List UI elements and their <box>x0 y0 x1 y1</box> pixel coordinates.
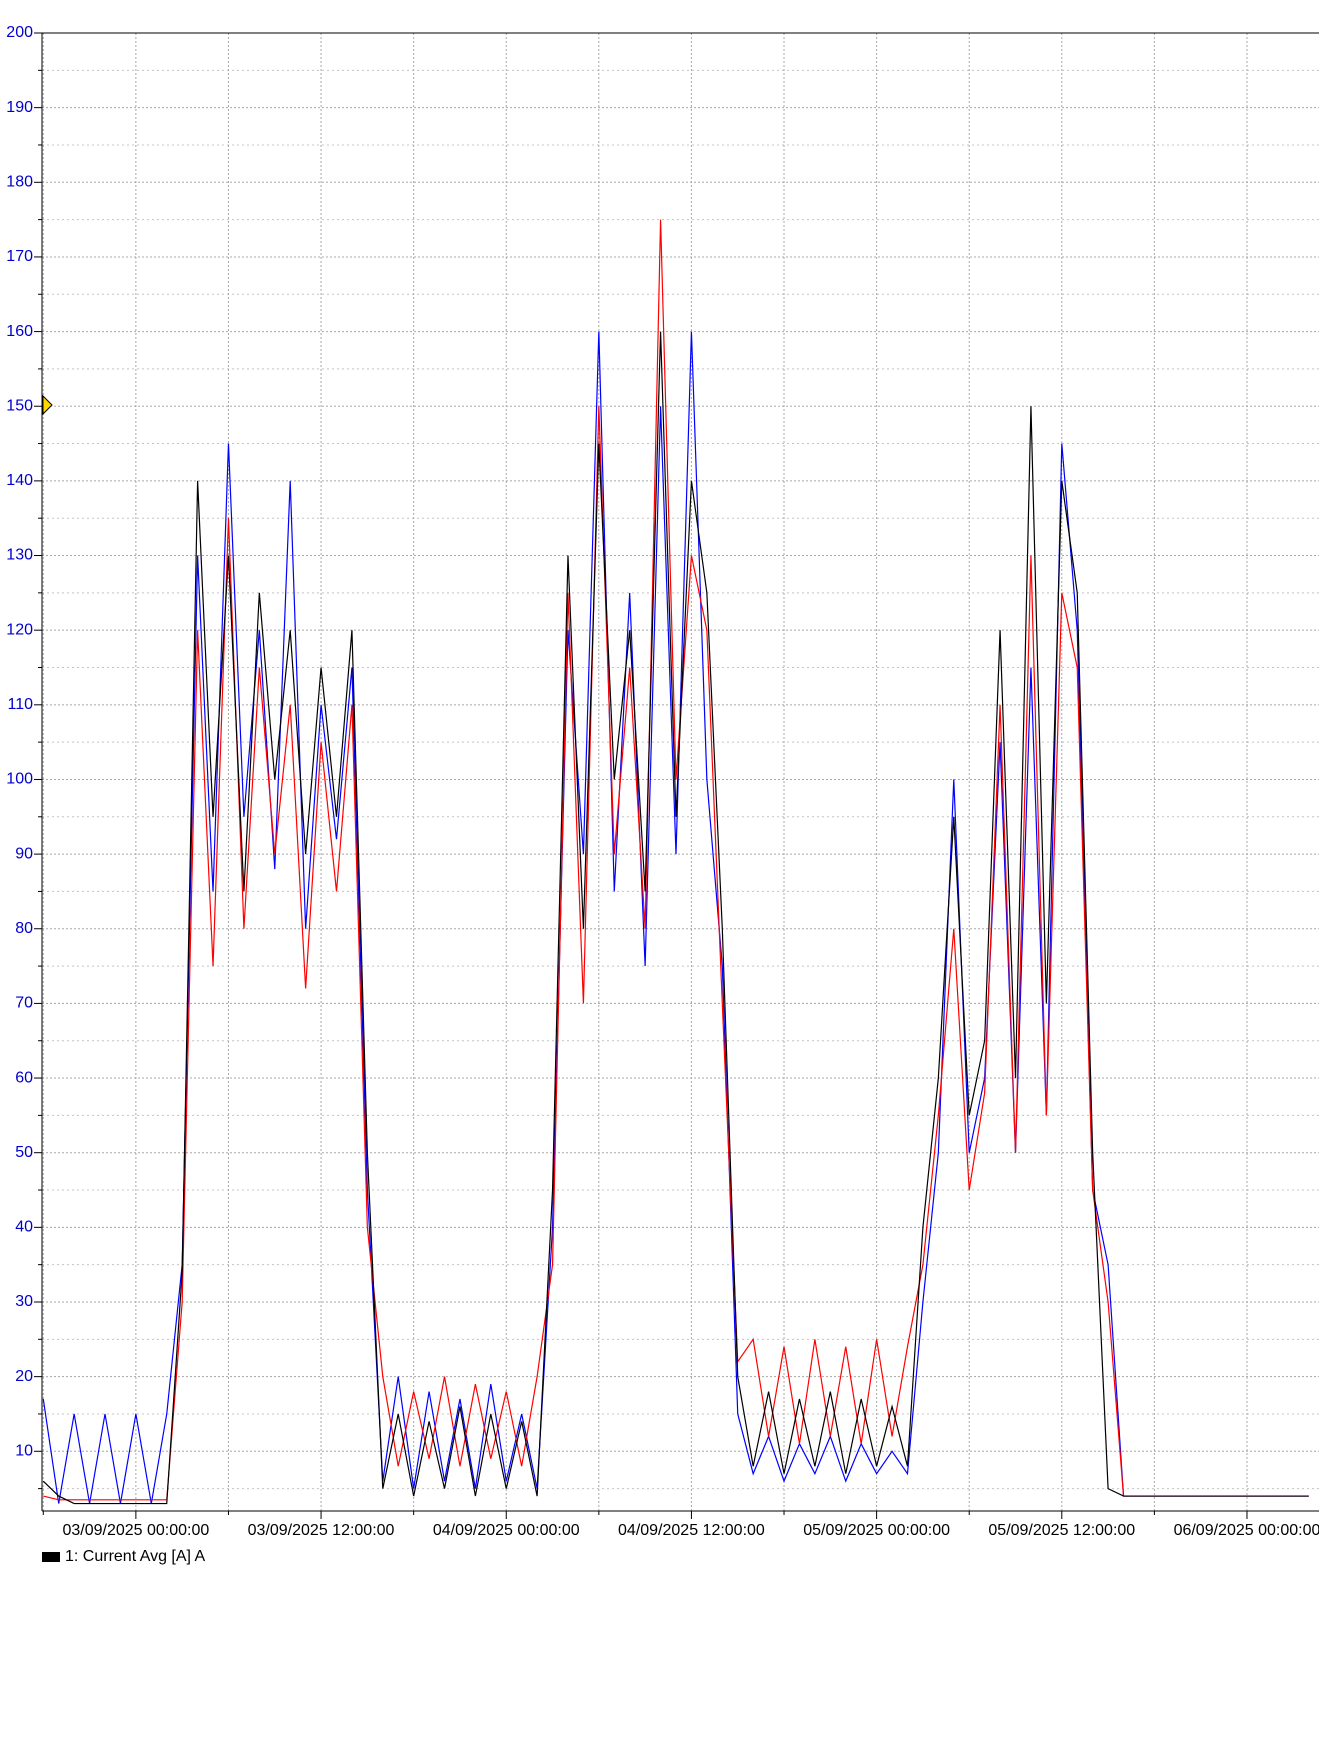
y-tick-label: 70 <box>15 995 33 1012</box>
x-tick-label: 06/09/2025 00:00:00 <box>1174 1522 1319 1539</box>
y-tick-label: 120 <box>6 621 33 638</box>
x-tick-label: 04/09/2025 12:00:00 <box>618 1522 765 1539</box>
y-tick-label: 60 <box>15 1069 33 1086</box>
grid <box>42 32 1319 1511</box>
y-tick-label: 130 <box>6 547 33 564</box>
y-tick-label: 170 <box>6 248 33 265</box>
plot-area <box>42 219 1309 1505</box>
y-tick-label: 110 <box>7 696 33 713</box>
x-tick-label: 03/09/2025 00:00:00 <box>62 1522 209 1539</box>
y-tick-label: 10 <box>15 1443 33 1460</box>
axes: 10 20 30 40 50 60 70 80 90 100 110 120 130 140 150 160 1… <box>6 24 1319 1565</box>
x-tick-label: 04/09/2025 00:00:00 <box>433 1522 580 1539</box>
y-tick-label: 200 <box>6 24 33 41</box>
series-line <box>42 331 1309 1504</box>
x-tick-label: 05/09/2025 12:00:00 <box>988 1522 1135 1539</box>
y-tick-label: 180 <box>6 174 33 191</box>
y-tick-label: 50 <box>15 1144 33 1161</box>
legend-label: 1: Current Avg [A] A <box>65 1548 206 1565</box>
y-tick-label: 40 <box>15 1219 33 1236</box>
y-tick-label: 30 <box>15 1293 33 1310</box>
y-tick-label: 150 <box>6 397 33 414</box>
y-tick-label: 80 <box>15 920 33 937</box>
legend-swatch <box>42 1552 60 1562</box>
cursor-marker <box>42 394 53 416</box>
y-tick-label: 100 <box>6 771 33 788</box>
y-tick-label: 90 <box>15 845 33 862</box>
y-tick-label: 20 <box>15 1368 33 1385</box>
x-tick-label: 03/09/2025 12:00:00 <box>248 1522 395 1539</box>
series-line <box>42 331 1309 1505</box>
series-line <box>43 219 1309 1501</box>
y-tick-label: 190 <box>6 99 33 116</box>
y-tick-label: 160 <box>6 323 33 340</box>
x-tick-label: 05/09/2025 00:00:00 <box>803 1522 950 1539</box>
y-tick-label: 140 <box>6 472 33 489</box>
